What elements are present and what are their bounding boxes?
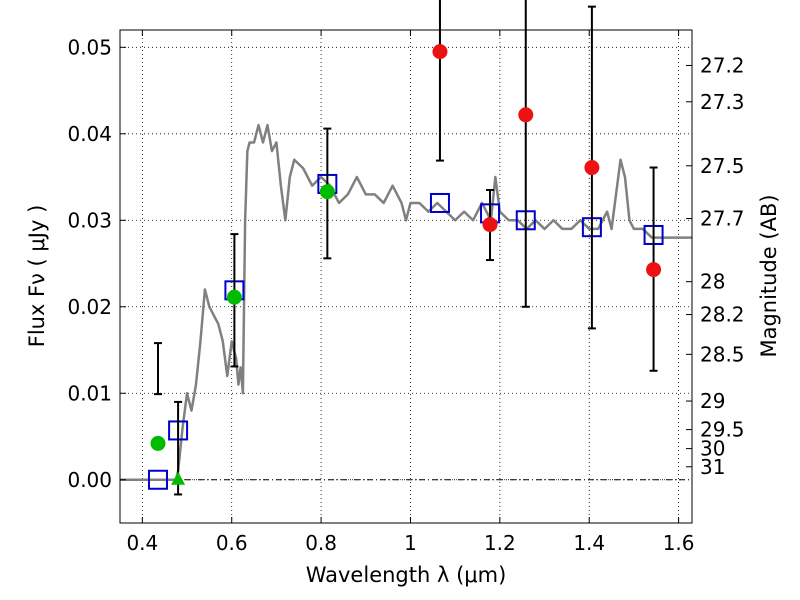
magnitude-axis-label: Magnitude (AB) [757,194,781,357]
x-tick-label: 0.8 [305,531,337,555]
magnitude-tick-label: 28.5 [700,342,745,366]
magnitude-tick-label: 28.2 [700,303,745,327]
optical-point [150,435,166,451]
x-tick-label: 1 [404,531,417,555]
y-axis-label: Flux Fν ( μJy ) [25,205,49,348]
magnitude-tick-label: 29 [700,389,725,413]
magnitude-tick-label: 29.5 [700,418,745,442]
nearir-point [482,217,498,233]
magnitude-tick-label: 28 [700,270,725,294]
axes: 0.4 0.6 0.8 1 1.2 1.4 1.6 0.00 0.01 0.02 0.03 0.04 0… [67,30,745,555]
sed-model-line [120,123,692,482]
magnitude-tick-label: 30 [700,437,725,461]
y-tick-label: 0.02 [67,295,112,319]
y-tick-label: 0.01 [67,381,112,405]
upper-limit-triangle [171,471,186,485]
x-tick-label: 1.4 [573,531,605,555]
nearir-point [584,160,600,176]
y-tick-label: 0.05 [67,35,112,59]
y-tick-label: 0.00 [67,468,112,492]
nearir-point [518,107,534,123]
x-tick-label: 1.2 [484,531,516,555]
x-tick-label: 0.6 [216,531,248,555]
magnitude-tick-label: 27.2 [700,53,745,77]
plot-frame [119,29,693,524]
markers [147,0,664,496]
x-tick-label: 1.6 [663,531,695,555]
nearir-point [432,44,448,60]
x-axis-label: Wavelength λ (μm) [306,563,507,587]
optical-point [226,289,242,305]
y-tick-label: 0.04 [67,122,112,146]
magnitude-tick-label: 27.7 [700,207,745,231]
magnitude-tick-label: 27.5 [700,154,745,178]
x-tick-label: 0.4 [126,531,158,555]
grid [120,30,692,523]
model-photometry-square [147,469,168,490]
y-tick-label: 0.03 [67,208,112,232]
magnitude-tick-label: 27.3 [700,90,745,114]
plot-area [120,123,692,482]
magnitude-tick-label: 31 [700,455,725,479]
model-photometry-square [429,192,450,213]
optical-point [319,184,335,200]
nearir-point [646,262,662,278]
